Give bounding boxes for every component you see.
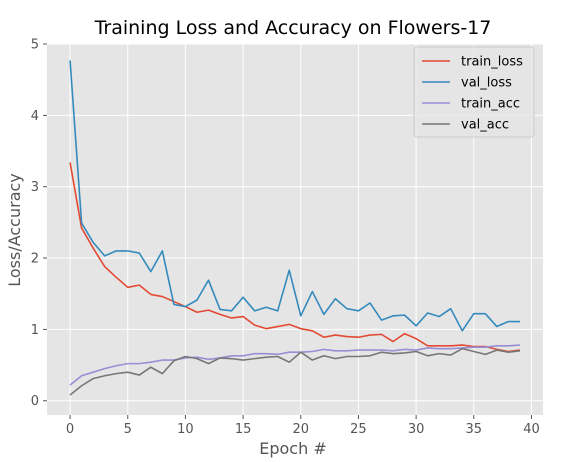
legend-box [413, 46, 535, 138]
y-axis-label: Loss/Accuracy [5, 173, 24, 287]
x-tick-label: 20 [292, 422, 309, 437]
x-tick-label: 5 [124, 422, 132, 437]
legend-label-val_loss: val_loss [461, 76, 512, 91]
series-lines [69, 60, 521, 396]
series-line-val_acc [69, 347, 521, 396]
y-tick-label: 0 [31, 394, 39, 409]
legend: train_loss val_loss train_acc val_acc [413, 46, 535, 138]
x-tick-label: 25 [350, 422, 367, 437]
x-tick-label: 10 [177, 422, 194, 437]
legend-label-train_acc: train_acc [461, 97, 520, 112]
y-tick-label: 1 [31, 323, 39, 338]
series-line-val_loss [69, 60, 520, 332]
x-tick-label: 15 [235, 422, 252, 437]
y-tick-label: 2 [31, 252, 39, 267]
legend-label-train_loss: train_loss [461, 55, 523, 70]
y-ticks: 0 1 2 3 4 5 [31, 38, 47, 409]
x-ticks: 0 5 10 15 20 25 30 35 40 [66, 415, 540, 437]
y-tick-label: 4 [31, 109, 39, 124]
legend-label-val_acc: val_acc [461, 118, 509, 133]
x-tick-label: 40 [523, 422, 540, 437]
x-tick-label: 30 [408, 422, 425, 437]
chart-title: Training Loss and Accuracy on Flowers-17 [94, 17, 492, 39]
x-axis-label: Epoch # [259, 439, 326, 458]
x-tick-label: 35 [466, 422, 483, 437]
y-tick-label: 3 [31, 180, 39, 195]
series-line-train_loss [69, 162, 521, 353]
series-line-train_acc [69, 344, 520, 386]
y-tick-label: 5 [31, 38, 39, 53]
x-tick-label: 0 [66, 422, 74, 437]
